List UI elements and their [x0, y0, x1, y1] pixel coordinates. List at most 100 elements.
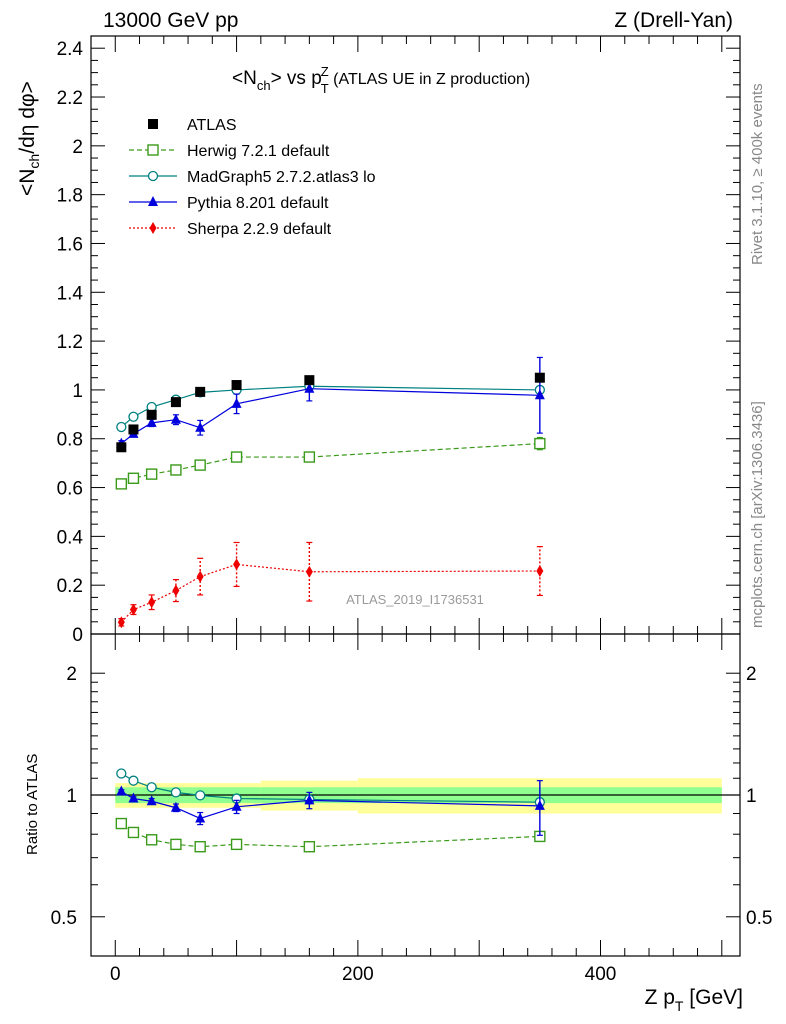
legend: ATLAS Herwig 7.2.1 default MadGraph5 2.7.2…	[129, 117, 376, 238]
marker-square	[534, 372, 545, 383]
marker-diamond	[149, 222, 157, 234]
x-tick-label: 400	[585, 964, 617, 985]
legend-item: Pythia 8.201 default	[129, 195, 329, 212]
series-pythia	[116, 780, 545, 836]
ratio-y-tick-label-right: 2	[746, 664, 757, 685]
header-left: 13000 GeV pp	[103, 9, 238, 32]
y-tick-label: 1.6	[57, 234, 83, 255]
plot-title: <Nch> vs pTZ (ATLAS UE in Z production)	[232, 64, 530, 96]
marker-open-circle	[170, 787, 182, 798]
legend-label: Sherpa 2.2.9 default	[187, 221, 332, 238]
y-tick-label: 2.4	[57, 39, 84, 60]
legend-label: ATLAS	[187, 117, 237, 134]
marker-open-square	[230, 451, 243, 463]
marker-square	[231, 380, 242, 391]
marker-square	[116, 442, 127, 453]
marker-open-circle	[128, 411, 139, 422]
marker-square	[195, 386, 206, 397]
y-tick-label: 1.2	[57, 332, 83, 353]
marker-diamond	[117, 616, 125, 629]
main-y-label: <Nch/dη dφ>	[16, 81, 42, 196]
y-tick-label: 0.6	[57, 479, 83, 500]
series-line	[120, 563, 540, 623]
marker-open-circle	[195, 790, 206, 801]
marker-triangle	[170, 801, 181, 812]
legend-label: MadGraph5 2.7.2.atlas3 lo	[187, 169, 376, 186]
ratio-y-tick-label-right: 0.5	[746, 908, 772, 929]
title-sup2: Z	[321, 64, 329, 79]
y-tick-label: 0.8	[57, 430, 83, 451]
x-tick-label: 0	[110, 964, 121, 985]
ratio-ticks: 0.5 0.5 1 1 2 2 0 200 400	[51, 634, 772, 985]
marker-diamond	[536, 565, 544, 578]
series-line	[120, 385, 540, 428]
y-tick-label: 0	[72, 625, 83, 646]
marker-triangle	[231, 397, 242, 408]
y-tick-label: 0.2	[57, 576, 83, 597]
ratio-y-tick-label-left: 2	[66, 664, 77, 685]
marker-square	[146, 409, 157, 420]
ratio-y-tick-label-left: 0.5	[51, 908, 77, 929]
marker-diamond	[129, 603, 137, 616]
marker-triangle	[534, 799, 545, 810]
marker-triangle	[231, 800, 242, 811]
ratio-y-tick-label-left: 1	[66, 786, 77, 807]
legend-item: ATLAS	[148, 117, 237, 134]
main-ticks: 0 0.2 0.4 0.6 0.8 1 1.2 1.4 1.6 1.8 2 2.2 2.4	[57, 35, 740, 646]
y-tick-label: 0.4	[57, 527, 84, 548]
title-sub2: T	[321, 81, 329, 96]
series-line	[120, 823, 540, 848]
marker-open-square	[303, 841, 316, 853]
marker-open-circle	[128, 775, 139, 786]
marker-open-circle	[116, 768, 127, 779]
marker-triangle	[534, 389, 545, 400]
marker-diamond	[305, 565, 313, 578]
y-tick-label: 2.2	[57, 88, 83, 109]
marker-triangle	[146, 795, 157, 806]
legend-item: MadGraph5 2.7.2.atlas3 lo	[129, 169, 376, 186]
ratio-y-label: Ratio to ATLAS	[24, 754, 41, 855]
series-sherpa	[117, 541, 544, 629]
marker-open-square	[127, 472, 140, 484]
x-axis-label: Z pT [GeV]	[645, 986, 743, 1014]
marker-open-square	[170, 464, 182, 476]
marker-open-square	[127, 826, 140, 839]
marker-square	[170, 397, 181, 408]
marker-open-square	[170, 838, 182, 851]
title-sub1: ch	[257, 78, 271, 93]
marker-diamond	[172, 584, 180, 597]
marker-open-square	[147, 144, 159, 156]
watermark: ATLAS_2019_I1736531	[346, 592, 484, 607]
series-herwig	[115, 817, 546, 853]
marker-square	[128, 424, 139, 435]
main-panel: 0 0.2 0.4 0.6 0.8 1 1.2 1.4 1.6 1.8 2 2.2 2.4 <Nch/d…	[16, 35, 741, 646]
side-label-bottom: mcplots.cern.ch [arXiv:1306.3436]	[749, 401, 766, 628]
header-right: Z (Drell-Yan)	[614, 9, 733, 32]
marker-open-square	[115, 817, 128, 830]
marker-triangle	[195, 812, 206, 823]
title-prefix: <N	[232, 68, 257, 89]
marker-triangle	[195, 421, 206, 432]
marker-open-square	[230, 838, 243, 851]
marker-open-square	[115, 478, 128, 490]
x-tick-label: 200	[342, 964, 374, 985]
y-tick-label: 1	[72, 381, 83, 402]
marker-diamond	[196, 570, 204, 583]
series-atlas	[116, 372, 545, 453]
marker-square	[304, 375, 315, 386]
ratio-panel: 0.5 0.5 1 1 2 2 0 200 400 Ratio to ATLAS Z pT [G…	[24, 633, 772, 1014]
main-series	[115, 356, 546, 629]
ratio-bands	[91, 778, 740, 814]
marker-open-circle	[116, 421, 127, 433]
ratio-series	[115, 768, 546, 853]
marker-open-square	[194, 459, 206, 471]
marker-triangle	[148, 196, 158, 206]
marker-triangle	[146, 416, 157, 427]
legend-label: Herwig 7.2.1 default	[187, 143, 330, 160]
marker-diamond	[233, 558, 241, 571]
marker-open-square	[194, 841, 206, 853]
marker-open-square	[303, 451, 316, 463]
marker-triangle	[128, 792, 139, 803]
legend-item: Herwig 7.2.1 default	[129, 143, 330, 160]
